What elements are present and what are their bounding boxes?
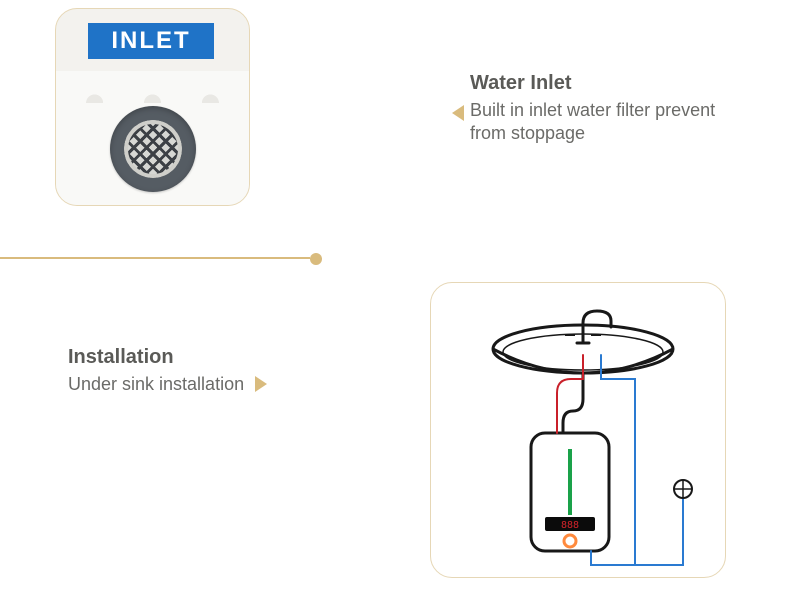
inlet-label: INLET — [88, 23, 214, 59]
feature-body: Under sink installation — [68, 373, 348, 396]
installation-diagram: 888 — [430, 282, 726, 578]
feature-body: Built in inlet water filter prevent from… — [470, 99, 750, 145]
triangle-left-icon — [452, 105, 464, 121]
section-divider — [0, 257, 310, 259]
inlet-filter-ring — [110, 106, 196, 192]
svg-text:888: 888 — [561, 520, 579, 531]
divider-knob-icon — [310, 253, 322, 265]
feature-installation: Installation Under sink installation — [68, 346, 348, 396]
feature-water-inlet: Water Inlet Built in inlet water filter … — [470, 72, 750, 145]
inlet-photo-card: INLET — [55, 8, 250, 206]
triangle-right-icon — [255, 376, 267, 392]
feature-heading: Installation — [68, 346, 348, 369]
feature-body-text: Under sink installation — [68, 374, 244, 394]
diagram-svg: 888 — [431, 283, 726, 578]
feature-heading: Water Inlet — [470, 72, 750, 95]
inlet-filter-mesh — [124, 120, 182, 178]
inlet-body — [56, 71, 249, 205]
